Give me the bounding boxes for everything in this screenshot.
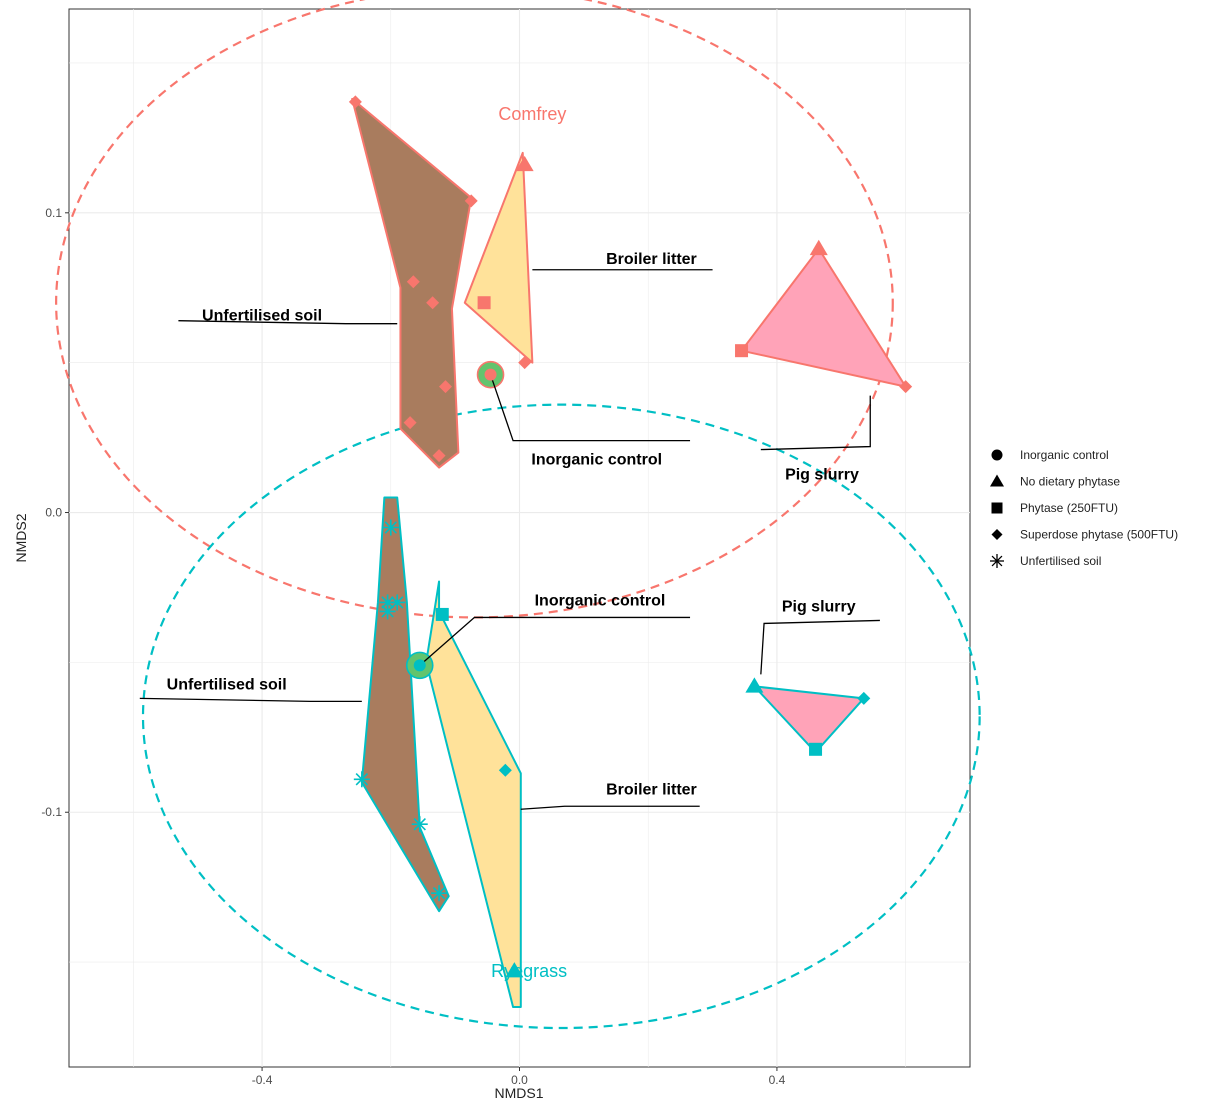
point-comfrey-broiler-litter-diamond: [518, 356, 532, 370]
annotation-inorganic-control: Inorganic control: [535, 592, 666, 609]
asterisk-stroke: [413, 818, 426, 831]
point-comfrey-pig-slurry-diamond: [899, 380, 913, 394]
point-ryegrass-pig-slurry-diamond: [857, 691, 871, 705]
legend-item-unfertilised-soil: Unfertilised soil: [990, 554, 1101, 568]
point-ryegrass-broiler-litter-square: [435, 607, 449, 621]
point-ryegrass-unfertilised-soil-asterisk: [379, 603, 396, 620]
annotation-unfertilised-soil: Unfertilised soil: [202, 308, 322, 325]
legend-item-no-dietary-phytase: No dietary phytase: [990, 474, 1120, 489]
leader-pig-slurry: [760, 395, 871, 451]
x-tick-label: -0.4: [252, 1073, 273, 1087]
leader-unfertilised-soil: [178, 320, 398, 325]
legend-label: Superdose phytase (500FTU): [1020, 528, 1178, 542]
legend-label: Unfertilised soil: [1020, 554, 1101, 568]
point-ryegrass-unfertilised-soil-asterisk: [382, 519, 399, 536]
point-comfrey-pig-slurry-square: [735, 344, 749, 358]
point-comfrey-unfertilised-soil-diamond: [432, 449, 446, 463]
hull-comfrey-broiler-litter: [463, 151, 534, 364]
y-axis-title: NMDS2: [13, 513, 29, 562]
legend-key-diamond: [991, 529, 1003, 540]
point-ryegrass-unfertilised-soil-asterisk: [431, 885, 448, 902]
annotation-broiler-litter: Broiler litter: [606, 251, 697, 268]
annotation-leaders: [139, 269, 880, 810]
point-comfrey-unfertilised-soil-diamond: [464, 194, 478, 208]
group-label-comfrey: Comfrey: [498, 104, 566, 124]
legend-key-asterisk: [990, 554, 1004, 568]
annotation-unfertilised-soil: Unfertilised soil: [167, 676, 287, 693]
point-comfrey-unfertilised-soil-diamond: [403, 416, 417, 430]
hull-ryegrass-pig-slurry: [753, 685, 865, 754]
asterisk-stroke: [381, 605, 394, 618]
point-comfrey-unfertilised-soil-diamond: [438, 380, 452, 394]
point-comfrey-unfertilised-soil-diamond: [406, 275, 420, 289]
hull-comfrey-pig-slurry: [740, 247, 907, 388]
point-comfrey-inorganic-control-circle: [484, 368, 497, 381]
annotation-pig-slurry: Pig slurry: [785, 467, 859, 484]
ellipse-ryegrass: [141, 403, 981, 1030]
legend-label: Phytase (250FTU): [1020, 501, 1118, 515]
leader-broiler-litter: [520, 805, 700, 810]
asterisk-stroke: [991, 555, 1003, 567]
axes: -0.4 0.0 0.4 -0.1 0.0 0.1: [41, 206, 785, 1087]
y-tick-label: 0.1: [45, 206, 62, 220]
leader-inorganic-control: [489, 374, 691, 442]
point-comfrey-pig-slurry-triangle: [809, 239, 828, 256]
legend-key-square: [991, 502, 1003, 514]
annotation-inorganic-control: Inorganic control: [531, 452, 662, 469]
y-tick-label: 0.0: [45, 506, 62, 520]
asterisk-stroke: [384, 521, 398, 534]
legend-key-circle: [991, 449, 1003, 461]
point-comfrey-broiler-litter-square: [477, 296, 491, 310]
legend: Inorganic control No dietary phytase Phyta…: [990, 448, 1178, 568]
hull-ryegrass-unfertilised-soil: [360, 496, 450, 913]
annotation-pig-slurry: Pig slurry: [782, 598, 856, 615]
group-label-ryegrass: Ryegrass: [491, 961, 567, 981]
point-comfrey-unfertilised-soil-diamond: [426, 296, 440, 310]
point-ryegrass-broiler-litter-triangle: [505, 962, 524, 978]
point-ryegrass-unfertilised-soil-asterisk: [353, 771, 370, 788]
data-points: [348, 95, 913, 978]
annotation-labels: Unfertilised soil Broiler litter Inorganic…: [167, 251, 859, 798]
leader-inorganic-control: [419, 616, 691, 666]
point-ryegrass-inorganic-control-circle: [413, 659, 426, 672]
point-ryegrass-unfertilised-soil-asterisk: [411, 816, 428, 833]
legend-label: No dietary phytase: [1020, 475, 1120, 489]
point-comfrey-unfertilised-soil-diamond: [348, 95, 362, 109]
legend-label: Inorganic control: [1020, 448, 1109, 462]
point-ryegrass-broiler-litter-diamond: [498, 763, 512, 777]
legend-item-inorganic-control: Inorganic control: [991, 448, 1109, 462]
group-labels: Comfrey Ryegrass: [491, 104, 567, 981]
treatment-hulls: [351, 97, 907, 1009]
asterisk-stroke: [355, 773, 369, 786]
asterisk-stroke: [432, 886, 446, 900]
x-tick-label: 0.4: [769, 1073, 786, 1087]
annotation-broiler-litter: Broiler litter: [606, 781, 697, 798]
y-tick-label: -0.1: [41, 805, 62, 819]
leader-unfertilised-soil: [139, 697, 362, 702]
point-ryegrass-pig-slurry-triangle: [745, 677, 764, 693]
legend-item-phytase-250ftu: Phytase (250FTU): [991, 501, 1118, 515]
x-axis-title: NMDS1: [494, 1085, 543, 1101]
legend-key-triangle: [990, 474, 1004, 487]
asterisk-stroke: [381, 596, 394, 609]
legend-item-superdose-phytase-500ftu: Superdose phytase (500FTU): [991, 528, 1178, 542]
point-comfrey-broiler-litter-triangle: [515, 155, 534, 172]
x-tick-label: 0.0: [511, 1073, 528, 1087]
leader-pig-slurry: [760, 619, 880, 675]
point-ryegrass-pig-slurry-square: [809, 742, 823, 756]
